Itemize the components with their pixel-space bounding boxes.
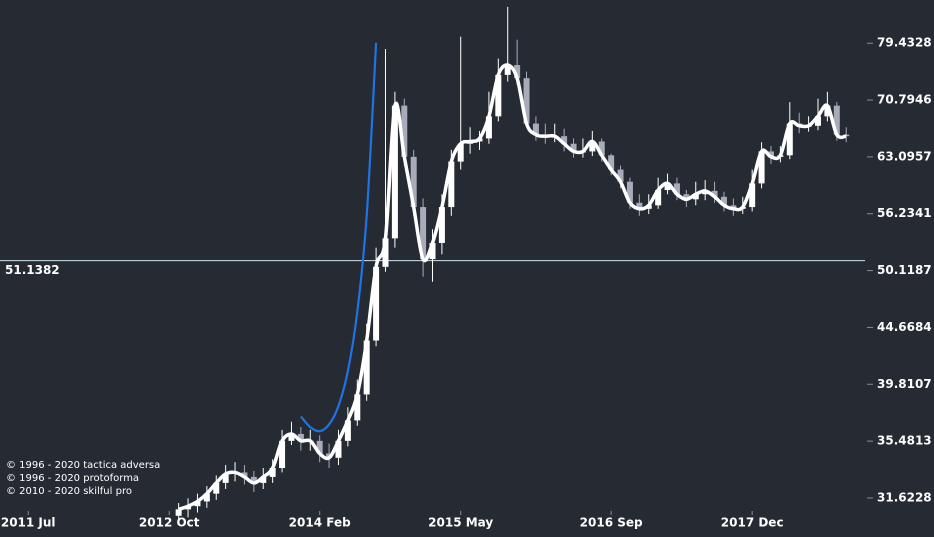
candle-body xyxy=(514,65,521,79)
y-tick-label: 56.2341 xyxy=(877,206,932,220)
candle-body xyxy=(401,105,408,157)
candle-body xyxy=(711,190,718,197)
candle-body xyxy=(749,183,756,208)
candle-body xyxy=(213,482,220,494)
candle-body xyxy=(203,493,210,502)
candle-body xyxy=(767,151,774,157)
candle-body xyxy=(636,202,643,209)
candle-body xyxy=(448,161,455,208)
candle-body xyxy=(457,143,464,162)
candle-body xyxy=(420,207,427,260)
x-tick-label: 2012 Oct xyxy=(139,516,200,530)
candle-body xyxy=(617,169,624,182)
candle-body xyxy=(814,116,821,126)
candle-body xyxy=(269,468,276,477)
candle-body xyxy=(598,141,605,156)
candle-body xyxy=(316,440,323,454)
candle-body xyxy=(495,74,502,117)
x-tick-label: 2011 Jul xyxy=(1,516,56,530)
candle-body xyxy=(504,65,511,75)
candle-body xyxy=(626,181,633,203)
x-tick-label: 2016 Sep xyxy=(580,516,643,530)
candle-body xyxy=(833,105,840,135)
y-tick-label: 35.4813 xyxy=(877,434,932,448)
candle-body xyxy=(438,207,445,243)
candle-body xyxy=(655,190,662,206)
candle-body xyxy=(561,136,568,144)
candle-body xyxy=(194,501,201,507)
candle-body xyxy=(485,116,492,139)
candle-body xyxy=(288,433,295,441)
candle-body xyxy=(391,105,398,239)
copyright-note: © 2010 - 2020 skilful pro xyxy=(6,486,132,497)
candle-body xyxy=(429,242,436,260)
y-tick-label: 44.6684 xyxy=(877,320,932,334)
candle-body xyxy=(720,196,727,206)
candle-body xyxy=(175,509,182,516)
candle-body xyxy=(824,105,831,117)
candle-body xyxy=(344,420,351,441)
candle-body xyxy=(758,151,765,184)
copyright-note: © 1996 - 2020 protoforma xyxy=(6,473,139,484)
candle-body xyxy=(664,183,671,191)
candle-body xyxy=(673,183,680,195)
y-tick-label: 70.7946 xyxy=(877,93,932,107)
x-tick-label: 2017 Dec xyxy=(721,516,784,530)
candle-body xyxy=(608,155,615,170)
candle-body xyxy=(363,340,370,395)
y-tick-label: 31.6228 xyxy=(877,490,932,504)
candle-body xyxy=(786,123,793,156)
candle-body xyxy=(570,143,577,152)
candle-body xyxy=(222,473,229,483)
candle-body xyxy=(250,476,257,483)
candle-body xyxy=(382,238,389,267)
candle-body xyxy=(354,394,361,421)
projection-line xyxy=(300,42,378,433)
candle-body xyxy=(532,123,539,135)
candle-body xyxy=(523,78,530,124)
candle-body xyxy=(683,194,690,200)
candle-body xyxy=(410,156,417,208)
close-line xyxy=(178,63,847,512)
candle-body xyxy=(589,141,596,152)
candle-body xyxy=(260,476,267,483)
x-tick-label: 2015 May xyxy=(428,516,493,530)
candle-body xyxy=(373,266,380,341)
candle-body xyxy=(335,440,342,458)
copyright-note: © 1996 - 2020 tactica adversa xyxy=(6,460,160,471)
candle-body xyxy=(241,472,248,477)
y-tick-label: 79.4328 xyxy=(877,36,932,50)
candle-body xyxy=(279,440,286,469)
level-label: 51.1382 xyxy=(5,263,60,277)
candle-body xyxy=(297,433,304,441)
y-tick-label: 50.1187 xyxy=(877,263,932,277)
x-tick-label: 2014 Feb xyxy=(289,516,351,530)
y-tick-label: 39.8107 xyxy=(877,377,932,391)
y-tick-label: 63.0957 xyxy=(877,149,932,163)
candle-body xyxy=(692,194,699,200)
